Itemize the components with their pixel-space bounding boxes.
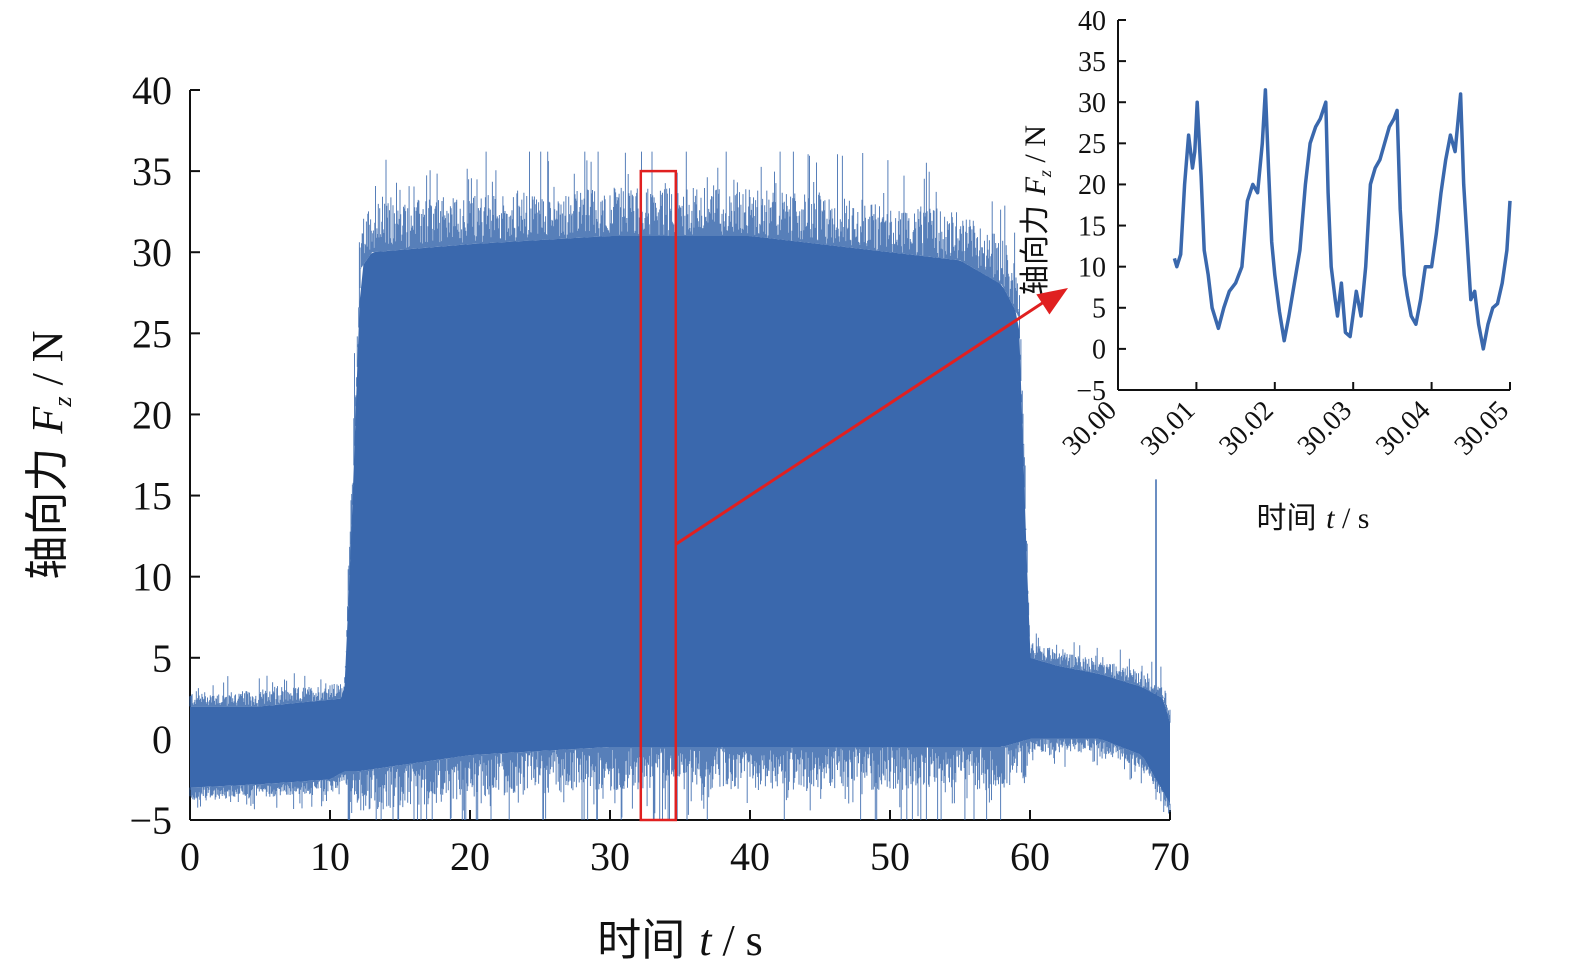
signal-envelope xyxy=(190,236,1170,804)
y-tick-label: 25 xyxy=(1078,129,1106,160)
x-tick-label: 30.02 xyxy=(1213,395,1279,461)
x-tick-label: 10 xyxy=(310,834,350,879)
zoom-arrow-head xyxy=(1036,288,1068,315)
x-axis-title: 时间 t / s xyxy=(597,915,763,966)
x-tick-label: 70 xyxy=(1150,834,1190,879)
y-tick-label: 30 xyxy=(132,230,172,275)
x-tick-label: 60 xyxy=(1010,834,1050,879)
x-tick-label: 40 xyxy=(730,834,770,879)
y-axis-title: 轴向力 Fz / N xyxy=(1018,125,1055,295)
y-tick-label: 0 xyxy=(152,717,172,762)
x-tick-label: 30.01 xyxy=(1135,395,1201,461)
y-tick-label: 15 xyxy=(132,474,172,519)
x-tick-label: 30.05 xyxy=(1448,395,1514,461)
x-axis-title: 时间 t / s xyxy=(1257,501,1370,536)
x-tick-label: 30 xyxy=(590,834,630,879)
y-tick-label: −5 xyxy=(1076,376,1106,407)
inset-signal-line xyxy=(1172,88,1512,351)
y-tick-label: 25 xyxy=(132,311,172,356)
x-tick-label: 0 xyxy=(180,834,200,879)
y-tick-label: 35 xyxy=(1078,47,1106,78)
y-tick-label: 40 xyxy=(132,68,172,113)
signal-noise xyxy=(189,151,1171,820)
y-tick-label: 20 xyxy=(132,392,172,437)
y-tick-label: −5 xyxy=(129,798,172,843)
y-tick-label: 5 xyxy=(152,636,172,681)
y-tick-label: 15 xyxy=(1078,211,1106,242)
zoom-arrow-line xyxy=(674,296,1051,546)
x-tick-label: 20 xyxy=(450,834,490,879)
y-axis-title: 轴向力 Fz / N xyxy=(22,330,77,579)
y-tick-label: 5 xyxy=(1092,294,1106,325)
x-tick-label: 30.04 xyxy=(1370,395,1436,461)
y-tick-label: 30 xyxy=(1078,88,1106,119)
x-tick-label: 30.00 xyxy=(1056,395,1122,461)
x-tick-label: 30.03 xyxy=(1292,395,1358,461)
zoom-annotation xyxy=(639,169,1068,822)
x-tick-label: 50 xyxy=(870,834,910,879)
y-tick-label: 10 xyxy=(1078,252,1106,283)
zoom-highlight-box xyxy=(639,169,678,822)
y-tick-label: 40 xyxy=(1078,6,1106,37)
y-tick-label: 10 xyxy=(132,555,172,600)
y-tick-label: 0 xyxy=(1092,335,1106,366)
y-tick-label: 20 xyxy=(1078,170,1106,201)
y-tick-label: 35 xyxy=(132,149,172,194)
